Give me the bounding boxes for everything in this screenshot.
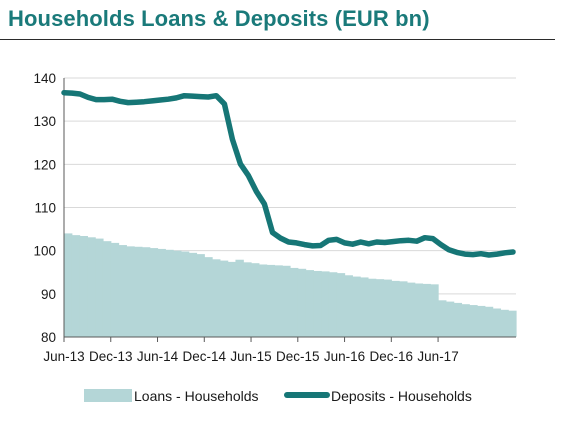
- loans-bar: [79, 235, 88, 337]
- y-tick-label: 100: [33, 244, 56, 259]
- loans-bar: [71, 235, 81, 337]
- loans-bar: [212, 259, 221, 337]
- loans-bar: [399, 281, 408, 337]
- loans-bar: [235, 259, 244, 337]
- loans-bar: [149, 248, 159, 337]
- loans-bar: [126, 246, 135, 337]
- loans-bar: [484, 306, 494, 337]
- y-tick-label: 80: [41, 330, 56, 345]
- y-tick-label: 140: [33, 71, 56, 86]
- loans-bar: [445, 301, 455, 337]
- title-underline: [0, 39, 555, 40]
- x-tick-label: Jun-15: [230, 349, 271, 364]
- loans-bar: [414, 283, 424, 337]
- loans-bar: [95, 238, 104, 337]
- y-tick-label: 120: [33, 157, 56, 172]
- chart-title: Households Loans & Deposits (EUR bn): [8, 6, 430, 31]
- x-tick-label: Jun-16: [324, 349, 365, 364]
- loans-bar: [469, 305, 478, 337]
- y-tick-label: 110: [34, 201, 56, 216]
- loans-bar: [258, 264, 268, 337]
- loans-bar: [336, 273, 346, 337]
- loans-bar: [430, 284, 439, 337]
- loans-bar: [274, 265, 283, 337]
- loans-bar: [157, 248, 166, 337]
- loans-bar: [438, 300, 447, 337]
- x-tick-label: Jun-14: [137, 349, 179, 364]
- loans-bar: [375, 279, 385, 337]
- loans-bar: [305, 270, 314, 337]
- loans-bar: [477, 305, 486, 337]
- loans-bar: [328, 272, 338, 337]
- loans-bar: [141, 247, 151, 337]
- loans-bar: [173, 250, 182, 337]
- x-tick-label: Dec-16: [370, 349, 414, 364]
- loans-bar: [352, 276, 361, 337]
- legend-loans-swatch: [84, 389, 132, 402]
- loans-bar: [492, 308, 502, 337]
- loans-bar: [500, 309, 509, 337]
- x-tick-label: Dec-13: [89, 349, 133, 364]
- loans-bar: [422, 283, 431, 337]
- loans-bar: [367, 278, 377, 337]
- loans-bar: [313, 270, 322, 337]
- loans-bar: [406, 282, 416, 337]
- loans-bar: [165, 249, 174, 337]
- loans-bar: [102, 241, 112, 337]
- loans-bar: [180, 251, 190, 337]
- loans-bar: [251, 263, 260, 337]
- x-tick-label: Jun-13: [43, 349, 84, 364]
- x-tick-label: Dec-14: [183, 349, 227, 364]
- loans-bar: [204, 257, 213, 337]
- x-tick-label: Jun-17: [417, 349, 458, 364]
- loans-bar: [188, 252, 198, 337]
- loans-bar: [118, 245, 127, 337]
- loans-bar: [383, 279, 392, 337]
- loans-bar: [282, 265, 291, 337]
- loans-bar: [297, 268, 307, 337]
- y-tick-label: 90: [41, 287, 56, 302]
- legend-deposits-label: Deposits - Households: [331, 388, 472, 404]
- loans-bar: [64, 233, 73, 337]
- loans-bar: [87, 237, 96, 337]
- loans-bar: [461, 304, 470, 337]
- loans-bar: [134, 246, 143, 337]
- loans-bar: [321, 271, 330, 337]
- loans-bar: [243, 262, 252, 337]
- loans-bar: [227, 261, 237, 337]
- loans-bar: [266, 264, 276, 337]
- loans-bar: [453, 302, 463, 337]
- loans-bar: [508, 310, 517, 337]
- loans-bar: [360, 277, 369, 337]
- legend-loans-label: Loans - Households: [134, 388, 259, 404]
- loans-bar: [344, 275, 353, 337]
- loans-bar: [110, 242, 120, 337]
- loans-bar: [196, 254, 205, 337]
- loans-bar: [391, 280, 400, 337]
- loans-bar: [219, 260, 229, 337]
- x-tick-label: Dec-15: [276, 349, 320, 364]
- loans-bar: [290, 267, 299, 337]
- deposits-line: [61, 89, 516, 258]
- y-tick-label: 130: [33, 114, 56, 129]
